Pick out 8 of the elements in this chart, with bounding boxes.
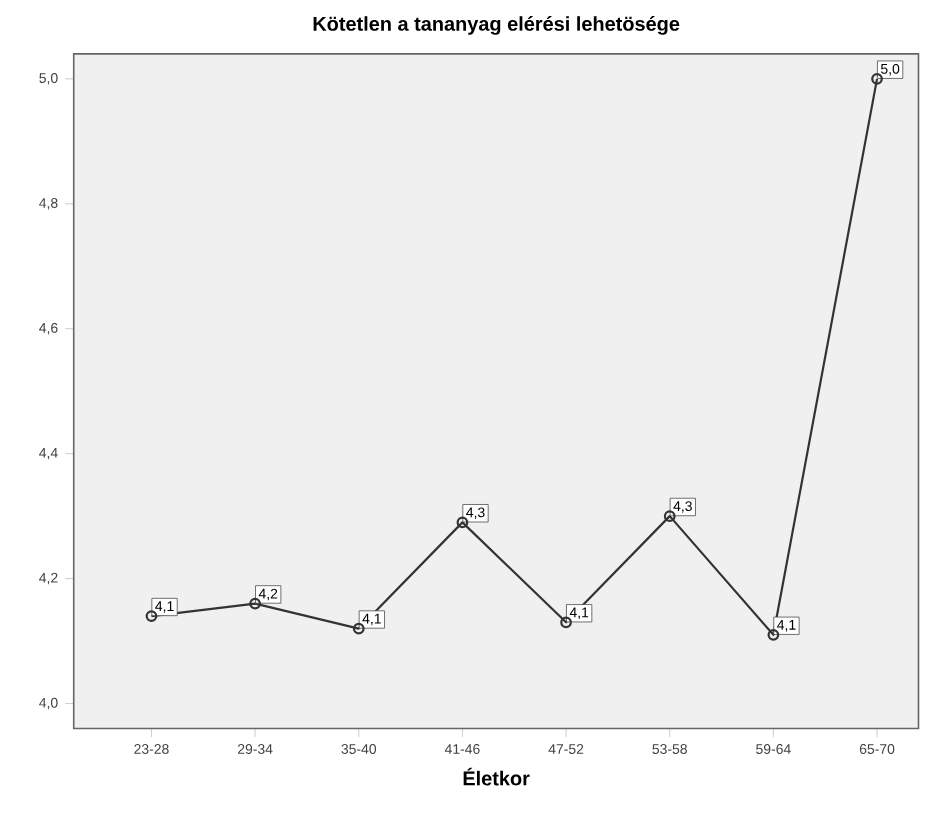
- point: [663, 510, 676, 522]
- point: [352, 622, 365, 635]
- x-axis-title: Életkor: [463, 767, 530, 786]
- point: [560, 616, 572, 629]
- point: [767, 628, 780, 641]
- chart-title: Kötetlen a tananyag elérési lehetösége: [313, 15, 680, 35]
- point: [249, 597, 261, 610]
- point: [456, 516, 469, 529]
